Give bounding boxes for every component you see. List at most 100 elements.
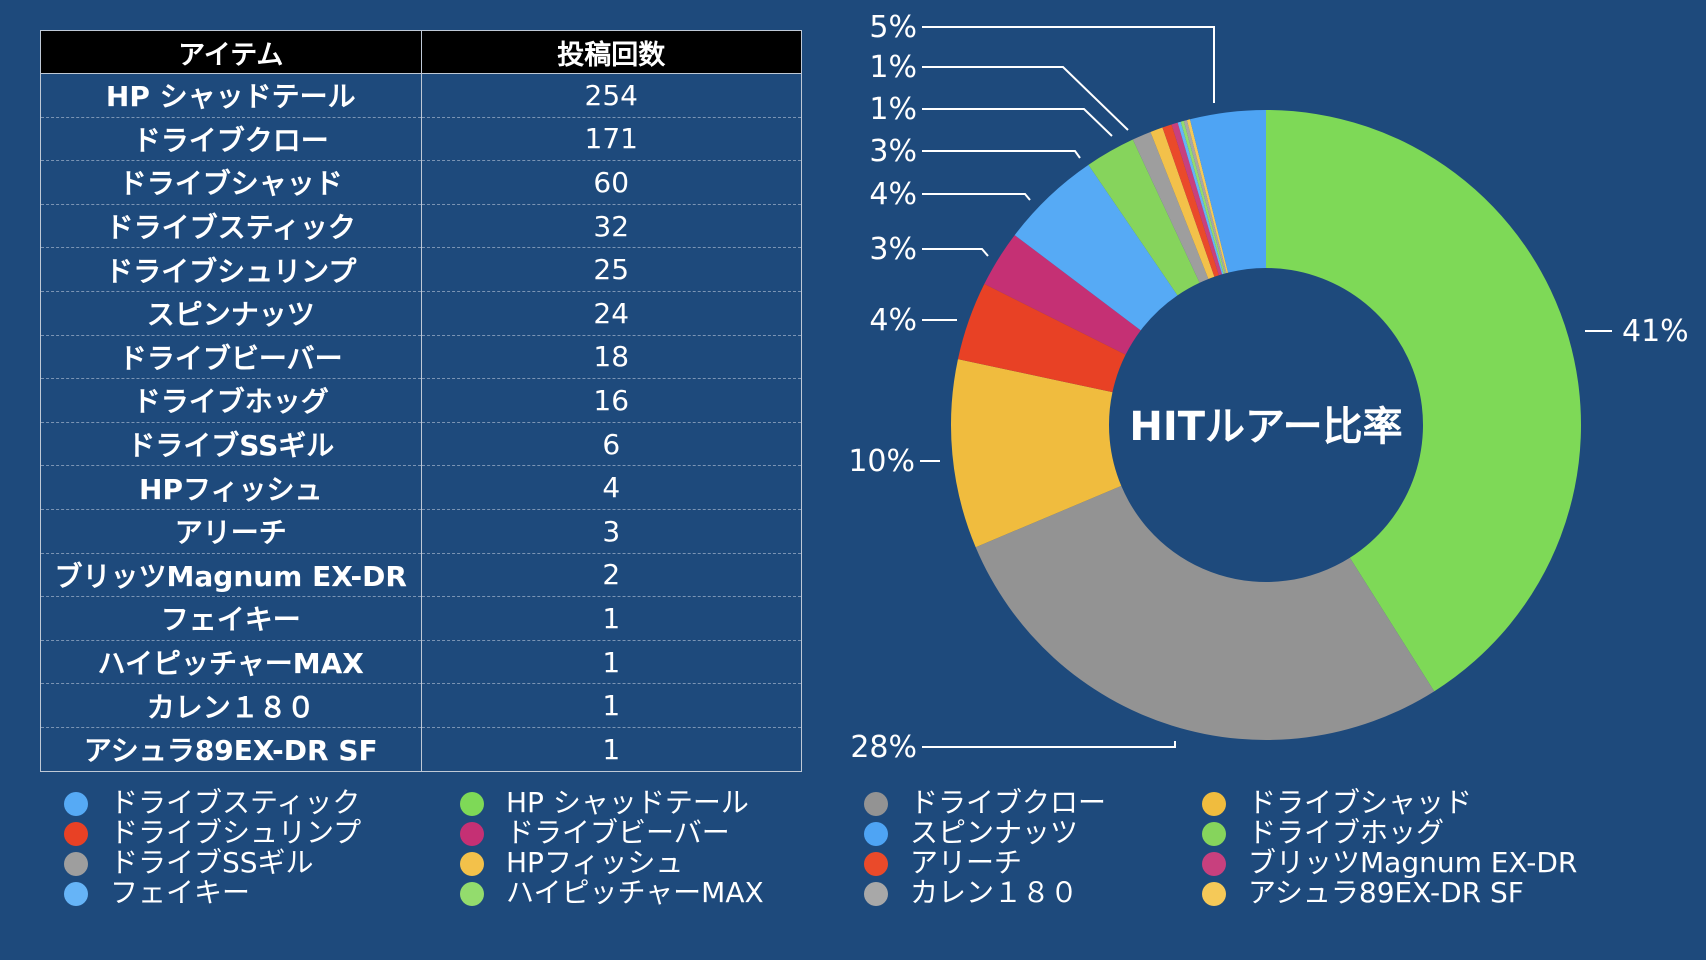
legend-swatch xyxy=(864,852,888,876)
cell-item: HPフィッシュ xyxy=(40,465,422,510)
table-row: ドライブスティック 32 xyxy=(40,204,802,249)
legend-swatch xyxy=(1202,852,1226,876)
table-row: HP シャッドテール 254 xyxy=(40,73,802,118)
legend-label: ドライブスティック xyxy=(110,786,361,819)
pie-slice xyxy=(984,235,1141,355)
legend-swatch xyxy=(460,792,484,816)
data-table-container: アイテム 投稿回数 HP シャッドテール 254 ドライブクロー 171 ドライブシャッ… xyxy=(40,30,802,772)
legend-swatch xyxy=(64,852,88,876)
leader-line xyxy=(922,150,1081,159)
pie-slice xyxy=(1014,164,1178,331)
cell-count: 1 xyxy=(420,640,802,685)
slice-label: 41% xyxy=(1622,314,1689,349)
cell-item: ドライブビーバー xyxy=(40,335,422,380)
leader-line xyxy=(922,741,1176,748)
pie-slice xyxy=(1132,131,1209,283)
pie-slice xyxy=(1088,139,1200,296)
cell-item: カレン１８０ xyxy=(40,683,422,728)
legend-swatch xyxy=(864,822,888,846)
legend-label: ハイピッチャーMAX xyxy=(506,876,764,909)
leader-line xyxy=(922,66,1129,131)
pie-slice xyxy=(975,485,1435,740)
legend-label: ドライブSSギル xyxy=(110,846,314,879)
slice-label: 28% xyxy=(850,730,917,765)
legend-label: ドライブシュリンプ xyxy=(110,816,362,849)
data-table: アイテム 投稿回数 HP シャッドテール 254 ドライブクロー 171 ドライブシャッ… xyxy=(40,30,802,772)
cell-count: 1 xyxy=(420,727,802,772)
cell-item: ハイピッチャーMAX xyxy=(40,640,422,685)
slice-label: 4% xyxy=(869,177,917,212)
legend-label: HP シャッドテール xyxy=(506,786,749,819)
leader-line xyxy=(922,193,1031,201)
pie-slice xyxy=(951,359,1122,548)
cell-count: 254 xyxy=(420,73,802,118)
pie-slice xyxy=(1190,110,1266,273)
legend-swatch xyxy=(460,852,484,876)
table-row: HPフィッシュ 4 xyxy=(40,465,802,510)
header-item: アイテム xyxy=(40,30,422,74)
leader-line xyxy=(922,248,989,257)
cell-count: 32 xyxy=(420,204,802,249)
pie-slice xyxy=(1177,121,1224,275)
cell-count: 6 xyxy=(420,422,802,467)
pie-slice xyxy=(1183,120,1227,274)
table-row: ドライブクロー 171 xyxy=(40,117,802,162)
pie-slice xyxy=(1171,122,1222,276)
legend-swatch xyxy=(1202,792,1226,816)
table-row: ブリッツMagnum EX-DR 2 xyxy=(40,553,802,598)
legend-label: HPフィッシュ xyxy=(506,846,684,879)
cell-item: ドライブクロー xyxy=(40,117,422,162)
slice-label: 3% xyxy=(869,232,917,267)
legend-swatch xyxy=(1202,822,1226,846)
legend-swatch xyxy=(460,882,484,906)
header-count: 投稿回数 xyxy=(420,30,802,74)
legend-swatch xyxy=(864,882,888,906)
slice-label: 1% xyxy=(869,50,917,85)
legend-label: アリーチ xyxy=(910,846,1023,879)
cell-count: 2 xyxy=(420,553,802,598)
slice-label: 10% xyxy=(848,444,915,479)
cell-count: 1 xyxy=(420,683,802,728)
slice-label: 5% xyxy=(869,10,917,45)
cell-item: フェイキー xyxy=(40,596,422,641)
legend-label: カレン１８０ xyxy=(910,876,1079,909)
cell-item: ドライブホッグ xyxy=(40,378,422,423)
table-row: フェイキー 1 xyxy=(40,596,802,641)
table-row: ハイピッチャーMAX 1 xyxy=(40,640,802,685)
pie-slice xyxy=(1266,110,1581,692)
cell-item: アシュラ89EX-DR SF xyxy=(40,727,422,772)
legend-swatch xyxy=(64,792,88,816)
slice-label: 1% xyxy=(869,92,917,127)
cell-count: 3 xyxy=(420,509,802,554)
table-header-row: アイテム 投稿回数 xyxy=(40,30,802,74)
table-row: ドライブホッグ 16 xyxy=(40,378,802,423)
table-row: ドライブシャッド 60 xyxy=(40,160,802,205)
cell-count: 18 xyxy=(420,335,802,380)
legend-label: ドライブビーバー xyxy=(506,816,730,849)
pie-slice xyxy=(1186,119,1229,274)
legend-swatch xyxy=(1202,882,1226,906)
pie-slice xyxy=(957,283,1126,393)
cell-count: 1 xyxy=(420,596,802,641)
cell-count: 60 xyxy=(420,160,802,205)
cell-item: ブリッツMagnum EX-DR xyxy=(40,553,422,598)
legend-swatch xyxy=(64,882,88,906)
legend-label: ドライブクロー xyxy=(910,786,1107,819)
legend-label: ドライブシャッド xyxy=(1248,786,1473,819)
leader-line xyxy=(922,26,1215,103)
cell-item: HP シャッドテール xyxy=(40,73,422,118)
table-row: ドライブシュリンプ 25 xyxy=(40,247,802,292)
table-row: ドライブSSギル 6 xyxy=(40,422,802,467)
cell-count: 24 xyxy=(420,291,802,336)
table-row: スピンナッツ 24 xyxy=(40,291,802,336)
cell-count: 16 xyxy=(420,378,802,423)
cell-item: ドライブシュリンプ xyxy=(40,247,422,292)
slice-label: 3% xyxy=(869,134,917,169)
cell-count: 171 xyxy=(420,117,802,162)
cell-item: ドライブスティック xyxy=(40,204,422,249)
cell-item: ドライブシャッド xyxy=(40,160,422,205)
table-row: アシュラ89EX-DR SF 1 xyxy=(40,727,802,772)
slice-label: 4% xyxy=(869,303,917,338)
legend-swatch xyxy=(460,822,484,846)
